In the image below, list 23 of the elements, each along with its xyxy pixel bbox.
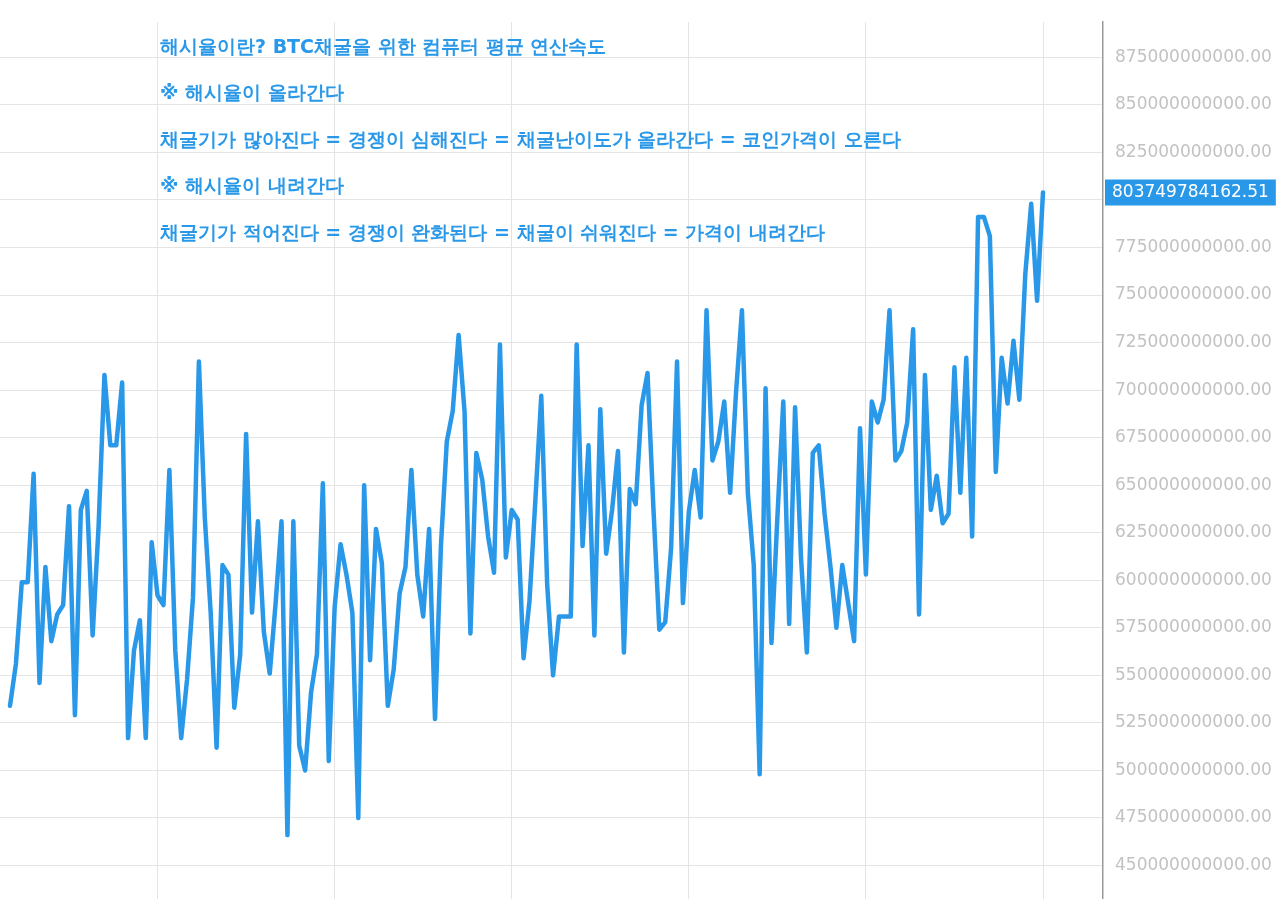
y-tick-label: 750000000000.00 bbox=[1115, 283, 1272, 304]
text: 803749784162.51 bbox=[1112, 180, 1269, 201]
y-tick-label: 625000000000.00 bbox=[1115, 521, 1272, 542]
annotation: 채굴기가 적어진다 = 경쟁이 완화된다 = 채굴이 쉬워진다 = 가격이 내려간다 bbox=[159, 220, 825, 243]
annotation: ※ 해시율이 내려간다 bbox=[160, 174, 344, 197]
y-tick-label: 850000000000.00 bbox=[1115, 93, 1272, 114]
annotation: 해시율이란? BTC채굴을 위한 컴퓨터 평균 연산속도 bbox=[160, 34, 607, 57]
y-tick-label: 575000000000.00 bbox=[1115, 616, 1272, 637]
y-tick-label: 550000000000.00 bbox=[1115, 663, 1272, 684]
annotation: 채굴기가 많아진다 = 경쟁이 심해진다 = 채굴난이도가 올라간다 = 코인가격이 오른다 bbox=[159, 127, 901, 150]
y-tick-label: 875000000000.00 bbox=[1115, 45, 1272, 66]
y-tick-label: 650000000000.00 bbox=[1115, 473, 1272, 494]
y-tick-label: 725000000000.00 bbox=[1115, 331, 1272, 352]
y-tick-label: 525000000000.00 bbox=[1115, 711, 1272, 732]
y-tick-label: 675000000000.00 bbox=[1115, 426, 1272, 447]
y-tick-label: 775000000000.00 bbox=[1115, 235, 1272, 256]
y-tick-label: 450000000000.00 bbox=[1115, 853, 1272, 874]
y-tick-label: 500000000000.00 bbox=[1115, 758, 1272, 779]
annotation: ※ 해시율이 올라간다 bbox=[160, 81, 344, 104]
y-tick-label: 600000000000.00 bbox=[1115, 568, 1272, 589]
y-tick-label: 825000000000.00 bbox=[1115, 140, 1272, 161]
y-tick-label: 475000000000.00 bbox=[1115, 806, 1272, 827]
y-tick-label: 700000000000.00 bbox=[1115, 378, 1272, 399]
